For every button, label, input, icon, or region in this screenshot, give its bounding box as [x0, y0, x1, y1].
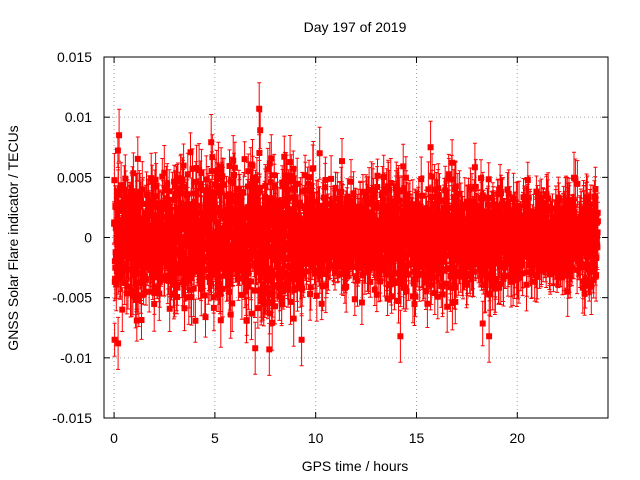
x-tick-label: 0: [110, 430, 118, 446]
data-points: [111, 105, 601, 353]
x-tick-label: 10: [308, 430, 324, 446]
x-tick-label: 15: [409, 430, 425, 446]
y-tick-label: 0: [84, 230, 92, 246]
axis-ticks: 0 5 10 15 20 0.015 0.01 0.005 0 -0.005 -0.01 -0.015: [52, 49, 608, 446]
y-tick-label: 0.01: [65, 109, 92, 125]
y-axis-label: GNSS Solar Flare indicator / TECUs: [5, 125, 21, 350]
y-tick-label: 0.005: [57, 169, 92, 185]
data-series: [111, 82, 601, 376]
y-tick-label: 0.015: [57, 49, 92, 65]
y-tick-label: -0.005: [52, 290, 92, 306]
chart-title: Day 197 of 2019: [304, 19, 407, 35]
y-tick-label: -0.015: [52, 410, 92, 426]
x-axis-label: GPS time / hours: [302, 458, 409, 474]
x-tick-label: 5: [211, 430, 219, 446]
x-tick-label: 20: [509, 430, 525, 446]
y-tick-label: -0.01: [60, 350, 92, 366]
